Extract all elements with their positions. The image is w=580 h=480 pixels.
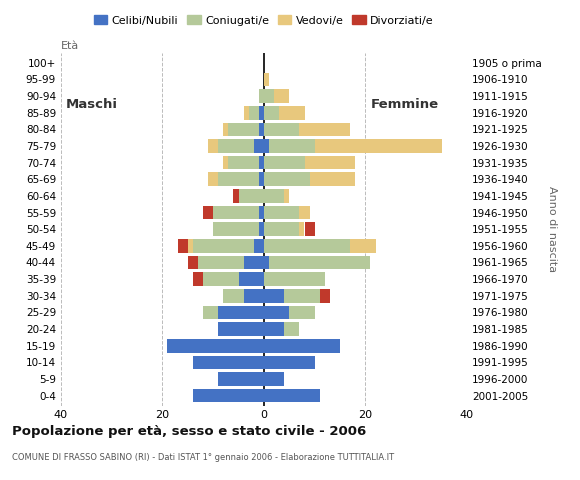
Bar [269, 139, 314, 153]
Bar [218, 306, 264, 319]
Bar [279, 106, 305, 120]
Bar [264, 372, 284, 386]
Bar [193, 272, 203, 286]
Bar [314, 139, 441, 153]
Bar [264, 339, 340, 352]
Bar [264, 156, 305, 169]
Bar [299, 206, 310, 219]
Bar [238, 272, 264, 286]
Bar [264, 306, 289, 319]
Bar [193, 239, 253, 252]
Bar [238, 189, 264, 203]
Bar [259, 106, 264, 120]
Bar [177, 239, 188, 252]
Bar [193, 389, 264, 402]
Bar [259, 156, 264, 169]
Bar [203, 272, 238, 286]
Bar [264, 222, 299, 236]
Bar [203, 306, 218, 319]
Bar [310, 172, 355, 186]
Bar [253, 239, 264, 252]
Bar [229, 122, 259, 136]
Bar [229, 156, 259, 169]
Bar [218, 139, 253, 153]
Bar [274, 89, 289, 103]
Bar [253, 139, 264, 153]
Bar [193, 356, 264, 369]
Bar [259, 206, 264, 219]
Bar [264, 322, 284, 336]
Bar [264, 272, 325, 286]
Bar [299, 122, 350, 136]
Y-axis label: Anno di nascita: Anno di nascita [547, 186, 557, 272]
Bar [264, 289, 284, 302]
Bar [284, 289, 320, 302]
Bar [304, 222, 314, 236]
Bar [269, 256, 371, 269]
Bar [203, 206, 213, 219]
Bar [233, 189, 238, 203]
Bar [208, 139, 218, 153]
Text: Popolazione per età, sesso e stato civile - 2006: Popolazione per età, sesso e stato civil… [12, 425, 366, 438]
Bar [264, 72, 269, 86]
Bar [350, 239, 376, 252]
Bar [264, 356, 314, 369]
Bar [264, 106, 279, 120]
Bar [244, 106, 249, 120]
Bar [198, 256, 244, 269]
Bar [223, 156, 229, 169]
Bar [264, 89, 274, 103]
Bar [168, 339, 264, 352]
Text: Femmine: Femmine [371, 98, 438, 111]
Bar [208, 172, 218, 186]
Bar [320, 289, 330, 302]
Bar [188, 256, 198, 269]
Bar [223, 289, 244, 302]
Bar [264, 256, 269, 269]
Text: Maschi: Maschi [66, 98, 118, 111]
Bar [264, 389, 320, 402]
Bar [264, 239, 350, 252]
Bar [289, 306, 314, 319]
Bar [244, 256, 264, 269]
Bar [264, 139, 269, 153]
Bar [188, 239, 193, 252]
Bar [259, 122, 264, 136]
Bar [304, 156, 355, 169]
Bar [218, 172, 259, 186]
Bar [218, 322, 264, 336]
Bar [259, 172, 264, 186]
Bar [284, 189, 289, 203]
Bar [213, 222, 259, 236]
Bar [284, 322, 299, 336]
Bar [213, 206, 259, 219]
Bar [244, 289, 264, 302]
Bar [259, 222, 264, 236]
Bar [264, 189, 284, 203]
Text: COMUNE DI FRASSO SABINO (RI) - Dati ISTAT 1° gennaio 2006 - Elaborazione TUTTITA: COMUNE DI FRASSO SABINO (RI) - Dati ISTA… [12, 453, 394, 462]
Bar [249, 106, 259, 120]
Bar [218, 372, 264, 386]
Bar [264, 172, 310, 186]
Text: Età: Età [61, 41, 79, 51]
Bar [299, 222, 305, 236]
Bar [264, 206, 299, 219]
Bar [223, 122, 229, 136]
Bar [259, 89, 264, 103]
Legend: Celibi/Nubili, Coniugati/e, Vedovi/e, Divorziati/e: Celibi/Nubili, Coniugati/e, Vedovi/e, Di… [89, 11, 438, 30]
Bar [264, 122, 299, 136]
